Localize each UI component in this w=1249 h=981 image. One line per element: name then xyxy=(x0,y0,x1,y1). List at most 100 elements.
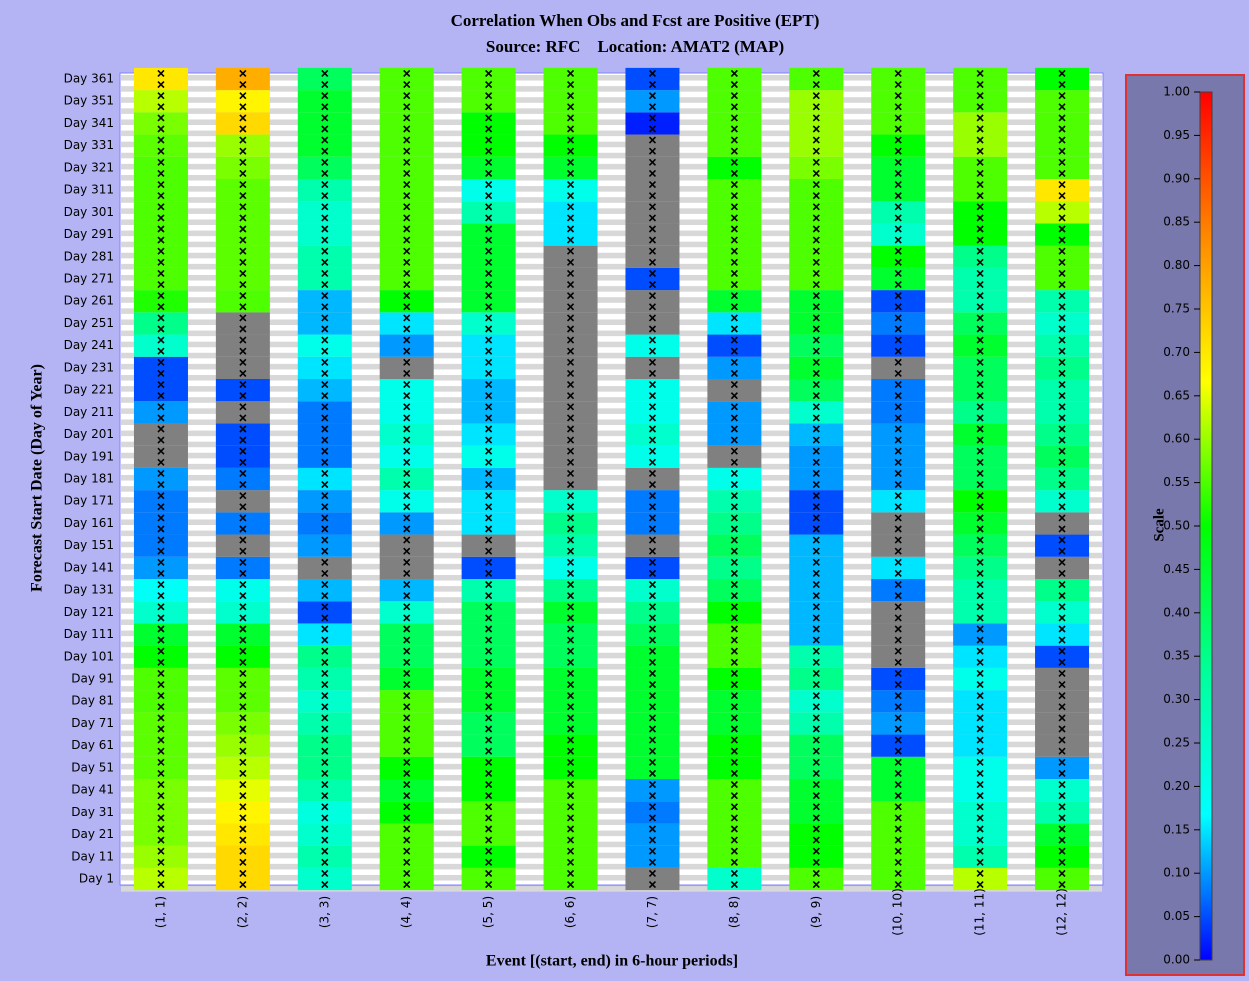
cell-marker xyxy=(403,880,411,889)
heat-cell xyxy=(871,601,926,624)
cell-marker xyxy=(648,314,657,322)
heat-cell xyxy=(625,134,680,157)
cell-marker xyxy=(403,658,411,666)
heat-cell xyxy=(297,534,352,557)
heat-cell xyxy=(461,201,516,224)
cell-marker xyxy=(157,447,165,455)
row-stripe xyxy=(121,219,1102,225)
y-tick-label: Day 21 xyxy=(71,827,114,841)
heat-cell xyxy=(215,445,270,468)
row-stripe xyxy=(121,230,1102,237)
heat-cell xyxy=(789,867,844,891)
cell-marker xyxy=(157,169,165,178)
cell-marker xyxy=(894,492,902,500)
heat-cell xyxy=(953,401,1008,424)
heat-cell xyxy=(1035,401,1090,424)
cell-marker xyxy=(566,714,575,722)
cell-marker xyxy=(321,414,329,422)
row-stripe xyxy=(121,119,1102,125)
heat-cell xyxy=(625,245,680,268)
cell-marker xyxy=(648,769,657,778)
cell-marker xyxy=(648,247,657,255)
cell-marker xyxy=(812,236,820,244)
heat-cell xyxy=(789,112,844,135)
cell-marker xyxy=(566,647,575,655)
cell-marker xyxy=(976,280,984,289)
cell-marker xyxy=(157,69,165,78)
cell-marker xyxy=(239,747,247,755)
heat-cell xyxy=(871,579,926,602)
cell-marker xyxy=(730,292,738,300)
cell-marker xyxy=(894,258,902,266)
cell-marker xyxy=(1058,647,1066,655)
cell-marker xyxy=(157,136,165,144)
cell-marker xyxy=(403,692,411,700)
cell-marker xyxy=(566,214,575,222)
heat-cell xyxy=(543,601,598,624)
row-stripe xyxy=(121,508,1102,514)
cell-marker xyxy=(812,258,820,266)
heat-cell xyxy=(953,867,1008,891)
cell-marker xyxy=(1058,692,1066,700)
heat-cell xyxy=(543,312,598,335)
cell-marker xyxy=(812,514,820,522)
heat-cell xyxy=(543,245,598,268)
cell-marker xyxy=(1058,392,1066,400)
heat-cell xyxy=(871,112,926,135)
cell-marker xyxy=(239,303,247,311)
cell-marker xyxy=(648,592,657,600)
cell-marker xyxy=(812,336,820,344)
cell-marker xyxy=(1058,669,1066,678)
cell-marker xyxy=(403,614,411,622)
cell-marker xyxy=(730,325,738,333)
cell-marker xyxy=(485,436,493,444)
row-stripe xyxy=(121,108,1102,114)
cell-marker xyxy=(157,514,165,522)
cell-marker xyxy=(321,214,329,222)
heat-cell xyxy=(625,112,680,135)
cell-marker xyxy=(894,347,902,355)
cell-marker xyxy=(485,714,493,722)
cell-marker xyxy=(730,680,738,689)
cell-marker xyxy=(730,603,738,611)
heat-cell xyxy=(297,734,352,757)
cell-marker xyxy=(321,569,329,578)
cell-marker xyxy=(894,736,902,744)
heat-cell xyxy=(1035,267,1090,291)
heat-cell xyxy=(871,712,926,735)
cell-marker xyxy=(1058,880,1066,889)
heat-cell xyxy=(871,867,926,891)
cell-marker xyxy=(812,447,820,455)
heat-cell xyxy=(953,556,1008,579)
cell-marker xyxy=(812,314,820,322)
heat-cell xyxy=(953,823,1008,846)
heat-cell xyxy=(871,334,926,357)
cell-marker xyxy=(485,736,493,744)
heat-cell xyxy=(1035,712,1090,735)
heat-cell xyxy=(215,379,270,402)
heat-cell xyxy=(543,690,598,713)
cell-marker xyxy=(321,336,329,344)
heat-cell xyxy=(789,423,844,446)
cell-marker xyxy=(812,836,820,844)
cell-marker xyxy=(1058,425,1066,433)
cell-marker xyxy=(321,792,329,800)
row-stripe xyxy=(121,319,1102,325)
cell-marker xyxy=(403,558,411,566)
cell-marker xyxy=(812,503,820,511)
cell-marker xyxy=(157,425,165,433)
cell-marker xyxy=(157,436,165,444)
heat-cell xyxy=(297,601,352,624)
cell-marker xyxy=(976,725,984,733)
cell-marker xyxy=(157,158,165,166)
cell-marker xyxy=(485,792,493,800)
heat-cell xyxy=(871,379,926,402)
row-stripe xyxy=(121,186,1102,192)
cell-marker xyxy=(403,158,411,166)
heat-cell xyxy=(379,267,434,291)
cell-marker xyxy=(976,414,984,422)
cell-marker xyxy=(239,314,247,322)
heat-cell xyxy=(543,801,598,824)
cell-marker xyxy=(403,347,411,355)
x-tick-label: (12, 12) xyxy=(1055,888,1069,936)
